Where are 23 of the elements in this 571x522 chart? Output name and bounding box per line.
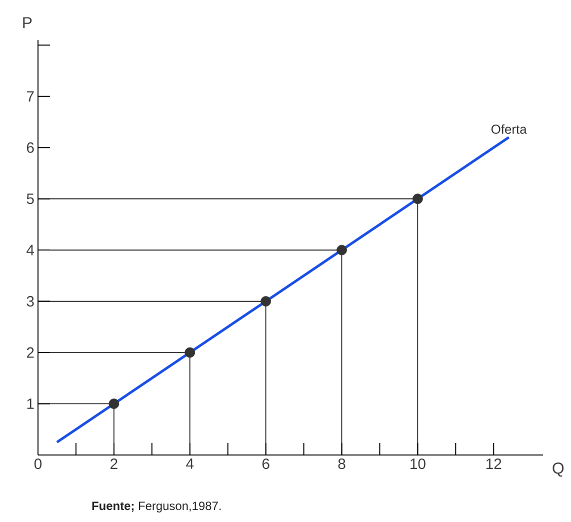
point	[260, 296, 272, 306]
series-label: Oferta	[491, 124, 527, 134]
y-tick-label: 4	[26, 244, 34, 256]
point	[412, 194, 423, 204]
text: Fuente; Ferguson,1987.	[92, 502, 221, 512]
point	[336, 244, 347, 256]
x-tick-label: 8	[338, 458, 346, 470]
y-tick-label: 5	[26, 194, 34, 204]
y-tick-label: 1	[27, 398, 34, 409]
y-axis-title: P	[23, 17, 32, 28]
point	[184, 347, 196, 358]
x-tick-label: 0	[34, 458, 42, 470]
x-axis-title: Q	[552, 462, 564, 477]
x-tick-label: 6	[262, 458, 270, 470]
x-tick-label: 2	[110, 458, 118, 469]
x-tick-label: 4	[186, 458, 194, 469]
x-tick-label: 10	[410, 458, 426, 470]
y-tick-label: 6	[26, 142, 34, 153]
x-tick-label: 12	[486, 458, 502, 469]
y-tick-label: 7	[26, 91, 34, 102]
point	[108, 398, 120, 409]
y-tick-label: 3	[26, 296, 34, 307]
y-tick-label: 2	[26, 347, 34, 358]
